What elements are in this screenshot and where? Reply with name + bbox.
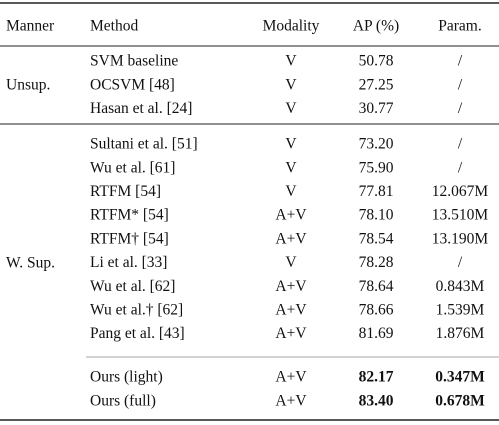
table-cell: 81.69 [359, 325, 394, 342]
table-cell: 75.90 [359, 159, 394, 176]
table-cell: A+V [275, 207, 307, 224]
table-cell: 1.539M [436, 301, 485, 318]
table-cell: V [285, 53, 297, 70]
table-cell: A+V [275, 325, 307, 342]
table-cell: 77.81 [359, 183, 394, 200]
table-cell: 78.10 [359, 207, 394, 224]
table-cell: 78.28 [359, 254, 394, 271]
table-cell: V [285, 159, 297, 176]
table-cell: 13.190M [432, 230, 489, 247]
table-cell: / [458, 254, 463, 271]
table-cell: V [285, 76, 297, 93]
table-cell: 27.25 [359, 76, 394, 93]
table-cell: RTFM† [54] [90, 230, 169, 247]
table-cell: A+V [275, 369, 307, 386]
table-cell: V [285, 254, 297, 271]
table-cell: 0.347M [435, 369, 485, 386]
table-cell: A+V [275, 230, 307, 247]
table-cell: Wu et al.† [62] [90, 301, 183, 318]
table-cell: / [458, 100, 463, 117]
table-cell: A+V [275, 278, 307, 295]
table-cell: A+V [275, 393, 307, 410]
table-cell: 50.78 [359, 53, 394, 70]
table-cell: 30.77 [359, 100, 394, 117]
table-cell: RTFM* [54] [90, 207, 169, 224]
table-cell: / [458, 76, 463, 93]
table-cell: 78.66 [359, 301, 394, 318]
table-cell: Pang et al. [43] [90, 325, 185, 342]
manner-label: W. Sup. [6, 255, 55, 272]
table-cell: V [285, 100, 297, 117]
table-cell: 0.678M [435, 393, 485, 410]
header-cell: AP (%) [353, 18, 399, 35]
table-cell: Ours (full) [90, 393, 156, 410]
table-cell: SVM baseline [90, 53, 178, 70]
table-cell: 12.067M [432, 183, 489, 200]
table-cell: / [458, 53, 463, 70]
table-cell: 82.17 [359, 369, 394, 386]
header-cell: Method [90, 18, 138, 35]
table-cell: 78.64 [359, 278, 394, 295]
table-cell: / [458, 136, 463, 153]
table-cell: Li et al. [33] [90, 254, 167, 271]
manner-label: Unsup. [6, 76, 50, 93]
table-cell: Sultani et al. [51] [90, 136, 198, 153]
table-cell: 1.876M [436, 325, 485, 342]
header-cell: Param. [438, 18, 481, 35]
table-cell: Ours (light) [90, 369, 163, 386]
table-cell: V [285, 136, 297, 153]
table-cell: 0.843M [436, 278, 485, 295]
table-cell: Wu et al. [62] [90, 278, 175, 295]
table-cell: V [285, 183, 297, 200]
table-cell: 13.510M [432, 207, 489, 224]
table-cell: / [458, 159, 463, 176]
table-cell: Wu et al. [61] [90, 159, 175, 176]
header-cell: Manner [6, 18, 55, 35]
table-cell: 78.54 [359, 230, 394, 247]
table-cell: OCSVM [48] [90, 76, 175, 93]
table-cell: 73.20 [359, 136, 394, 153]
table-cell: Hasan et al. [24] [90, 100, 192, 117]
header-cell: Modality [263, 18, 320, 35]
table-cell: A+V [275, 301, 307, 318]
table-cell: RTFM [54] [90, 183, 161, 200]
table-cell: 83.40 [359, 393, 394, 410]
